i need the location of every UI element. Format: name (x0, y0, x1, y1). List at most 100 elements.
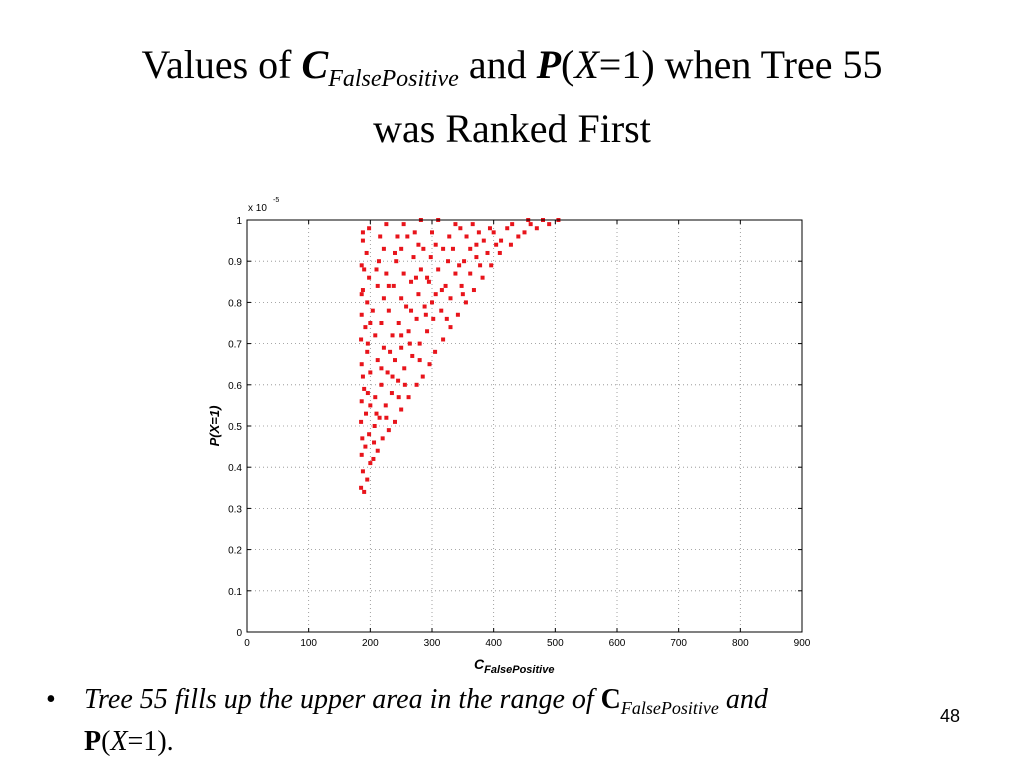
scatter-point (409, 279, 414, 284)
scatter-point (372, 424, 377, 428)
scatter-point (373, 333, 378, 338)
scatter-point (379, 321, 384, 325)
scatter-point (476, 230, 481, 235)
scatter-point (453, 222, 458, 227)
scatter-point (402, 366, 407, 371)
scatter-point (406, 395, 411, 400)
scatter-point (359, 362, 364, 367)
scatter-point (368, 370, 373, 375)
scatter-point (360, 230, 365, 235)
scatter-point (373, 395, 378, 400)
scatter-point (407, 341, 412, 346)
scatter-point (510, 222, 515, 227)
scatter-point (420, 374, 425, 379)
scatter-point (379, 382, 384, 387)
scatter-point (359, 292, 364, 297)
scatter-point (367, 275, 372, 280)
scatter-point (430, 300, 434, 305)
y-tick-label: 1 (236, 216, 242, 227)
scatter-point (368, 461, 373, 466)
bullet-text: Tree 55 fills up the upper area in the r… (84, 684, 768, 757)
scatter-point (377, 415, 382, 420)
y-exponent-label: x 10 (248, 203, 267, 214)
scatter-point (468, 246, 473, 251)
scatter-point (409, 308, 414, 313)
scatter-point (379, 366, 384, 371)
scatter-chart: 0 100 200 300 400 500 600 700 800 900 0 0.1 0.2 0.3 0.… (207, 197, 811, 676)
scatter-point (381, 296, 386, 301)
scatter-point (367, 432, 372, 437)
scatter-point (448, 325, 453, 330)
scatter-point (386, 428, 391, 433)
y-axis-label: P(X=1) (207, 406, 222, 447)
x-tick-label: 900 (794, 638, 811, 649)
scatter-point (375, 358, 380, 363)
x-axis-label: CFalsePositive (474, 656, 554, 676)
scatter-point (414, 382, 419, 387)
y-tick-label: 0.5 (228, 422, 242, 433)
y-tick-label: 0.4 (228, 463, 242, 474)
scatter-point (516, 234, 521, 239)
scatter-point (365, 300, 370, 305)
x-tick-label: 0 (244, 638, 250, 649)
y-tick-label: 0.2 (228, 546, 242, 557)
data-points (359, 218, 561, 494)
scatter-point (460, 292, 465, 297)
scatter-point (422, 304, 427, 309)
scatter-point (367, 226, 372, 231)
y-exponent: -5 (273, 197, 279, 204)
scatter-point (489, 263, 494, 268)
scatter-point (416, 292, 421, 297)
scatter-point (393, 250, 397, 255)
plot-frame (246, 219, 803, 633)
page-number: 48 (940, 706, 961, 726)
scatter-point (528, 222, 533, 227)
scatter-point (365, 477, 370, 482)
scatter-point (404, 304, 409, 309)
scatter-point (433, 292, 438, 297)
scatter-point (411, 255, 416, 260)
scatter-point (425, 329, 430, 334)
scatter-point (399, 246, 404, 251)
scatter-point (470, 222, 475, 227)
scatter-point (360, 436, 365, 441)
x-tick-label: 800 (732, 638, 749, 649)
scatter-point (426, 279, 431, 284)
scatter-point (372, 440, 377, 445)
scatter-point (362, 386, 367, 391)
scatter-point (368, 321, 373, 325)
scatter-point (412, 230, 417, 235)
y-tick-label: 0.8 (228, 298, 242, 309)
scatter-point (385, 370, 390, 375)
scatter-point (499, 238, 504, 243)
scatter-point (427, 362, 432, 367)
scatter-point (365, 341, 370, 346)
scatter-point (436, 267, 441, 272)
scatter-point (474, 242, 479, 247)
scatter-point (365, 391, 370, 396)
scatter-point (430, 230, 434, 235)
scatter-point (375, 283, 380, 288)
axis-ticks: 0 100 200 300 400 500 600 700 800 900 0 0.1 0.2 0.3 0.… (228, 216, 811, 649)
scatter-point (406, 329, 411, 334)
scatter-point (359, 485, 364, 490)
scatter-point (359, 419, 364, 424)
scatter-point (474, 255, 479, 260)
scatter-point (446, 259, 451, 264)
scatter-point (381, 246, 386, 251)
scatter-point (481, 238, 486, 243)
scatter-point (390, 333, 395, 338)
y-tick-label: 0 (236, 628, 242, 639)
scatter-point (365, 349, 370, 354)
scatter-point (441, 246, 446, 251)
scatter-point (386, 308, 391, 313)
scatter-point (421, 246, 426, 251)
scatter-point (453, 271, 458, 276)
scatter-point (418, 267, 423, 272)
scatter-point (448, 296, 453, 301)
scatter-point (439, 288, 444, 293)
x-tick-label: 600 (609, 638, 626, 649)
scatter-point (386, 283, 391, 288)
scatter-point (389, 391, 394, 396)
scatter-point (360, 288, 365, 293)
